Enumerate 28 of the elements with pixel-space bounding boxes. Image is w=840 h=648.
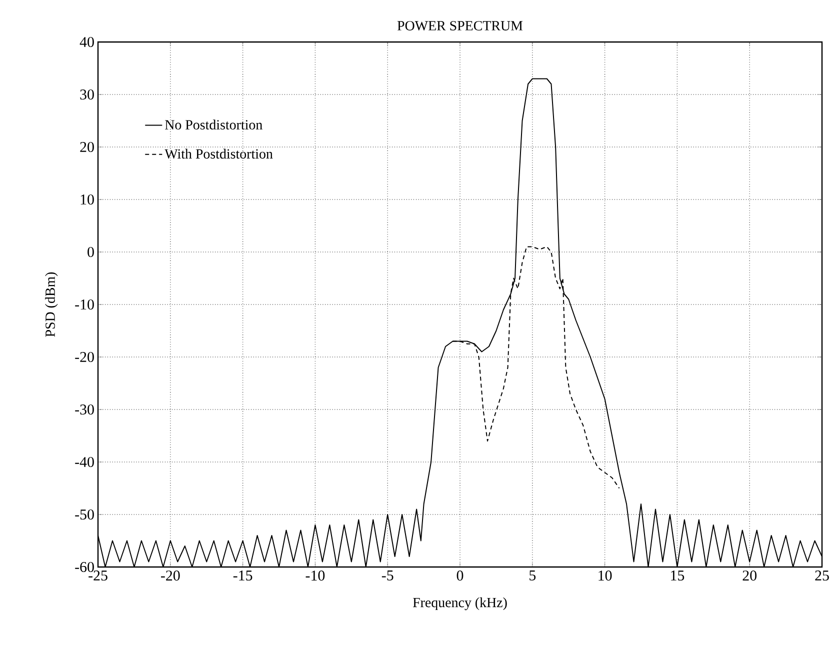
y-tick-label: -50 bbox=[75, 509, 94, 520]
x-tick-label: -20 bbox=[160, 570, 180, 581]
x-tick-label: 20 bbox=[742, 570, 757, 581]
x-tick-label: -10 bbox=[306, 570, 325, 581]
y-tick-label: -10 bbox=[75, 299, 94, 310]
legend-label: With Postdistortion bbox=[164, 148, 273, 159]
y-tick-label: -20 bbox=[75, 352, 94, 362]
y-tick-label: -60 bbox=[75, 562, 94, 572]
x-tick-label: -15 bbox=[233, 570, 252, 581]
x-tick-label: 25 bbox=[815, 570, 829, 581]
y-tick-label: 30 bbox=[80, 89, 94, 100]
line-series bbox=[452, 246, 620, 489]
x-tick-label: -5 bbox=[382, 570, 394, 580]
x-tick-label: 15 bbox=[671, 570, 684, 581]
y-tick-label: 40 bbox=[80, 36, 94, 48]
x-tick-label: 10 bbox=[598, 570, 612, 581]
y-tick-label: -40 bbox=[75, 456, 94, 468]
chart-title: POWER SPECTRUM bbox=[397, 21, 523, 31]
y-axis-title: PSD (dBm) bbox=[45, 272, 58, 337]
legend-label: No Postdistortion bbox=[165, 120, 262, 130]
x-axis-title: Frequency (kHz) bbox=[412, 597, 507, 610]
x-tick-label: -25 bbox=[88, 570, 108, 581]
y-tick-label: 20 bbox=[80, 142, 94, 152]
y-tick-label: 0 bbox=[88, 246, 94, 258]
x-tick-label: 5 bbox=[530, 570, 536, 580]
y-tick-label: 10 bbox=[80, 194, 94, 205]
x-tick-label: 0 bbox=[456, 570, 464, 581]
y-tick-label: -30 bbox=[75, 404, 94, 415]
